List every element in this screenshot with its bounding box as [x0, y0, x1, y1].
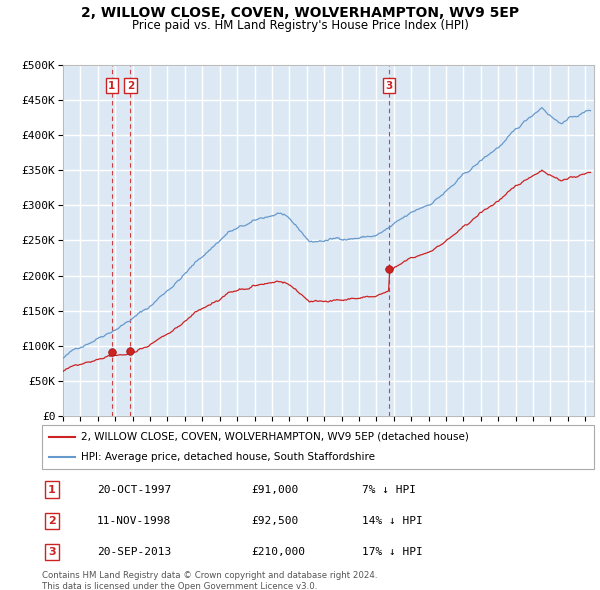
Text: 11-NOV-1998: 11-NOV-1998: [97, 516, 172, 526]
Text: 7% ↓ HPI: 7% ↓ HPI: [362, 484, 416, 494]
Text: 17% ↓ HPI: 17% ↓ HPI: [362, 547, 423, 557]
Text: 3: 3: [385, 81, 392, 91]
Text: 2: 2: [127, 81, 134, 91]
Text: 20-SEP-2013: 20-SEP-2013: [97, 547, 172, 557]
Text: 1: 1: [108, 81, 115, 91]
Text: Price paid vs. HM Land Registry's House Price Index (HPI): Price paid vs. HM Land Registry's House …: [131, 19, 469, 32]
Text: HPI: Average price, detached house, South Staffordshire: HPI: Average price, detached house, Sout…: [80, 452, 374, 462]
Text: 20-OCT-1997: 20-OCT-1997: [97, 484, 172, 494]
Text: 2: 2: [48, 516, 56, 526]
Text: 3: 3: [48, 547, 56, 557]
Text: Contains HM Land Registry data © Crown copyright and database right 2024.
This d: Contains HM Land Registry data © Crown c…: [42, 571, 377, 590]
Text: £91,000: £91,000: [252, 484, 299, 494]
Text: £210,000: £210,000: [252, 547, 306, 557]
Text: 14% ↓ HPI: 14% ↓ HPI: [362, 516, 423, 526]
Text: 2, WILLOW CLOSE, COVEN, WOLVERHAMPTON, WV9 5EP (detached house): 2, WILLOW CLOSE, COVEN, WOLVERHAMPTON, W…: [80, 432, 469, 442]
Text: £92,500: £92,500: [252, 516, 299, 526]
Text: 1: 1: [48, 484, 56, 494]
Text: 2, WILLOW CLOSE, COVEN, WOLVERHAMPTON, WV9 5EP: 2, WILLOW CLOSE, COVEN, WOLVERHAMPTON, W…: [81, 6, 519, 20]
